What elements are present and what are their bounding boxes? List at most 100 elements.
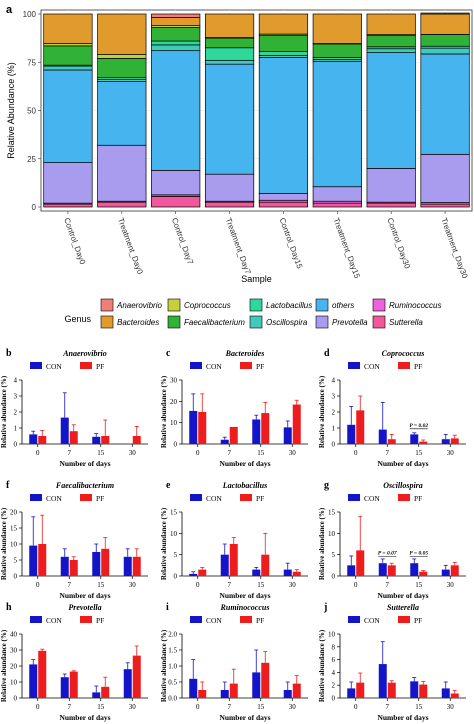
y-tick-label: 0 [332,573,336,581]
y-tick-label: 0 [174,573,178,581]
bar-pf [356,410,365,444]
legend-swatch-con [348,494,360,501]
stack-segment-coprococcus [97,53,147,59]
legend-swatch-pf [398,362,410,369]
legend-label: PF [96,362,104,371]
legend-label: PF [256,362,264,371]
bar-pf [101,686,110,698]
bar-con [60,677,69,698]
bar-pf [261,662,270,698]
x-tick-label: 30 [447,703,455,711]
stack-segment-faecalibacterium [258,34,309,52]
x-tick-label: 15 [97,449,105,457]
x-tick-label: Control_Day30 [385,217,412,271]
bar-pf [229,544,238,576]
y-tick-label: 100 [23,10,37,19]
legend-swatch [372,315,386,329]
x-axis-label: Number of days [377,713,428,722]
stack-segment-bacteroides [420,13,470,35]
panel-letter: f [6,480,10,491]
x-axis-label: Sample [241,274,272,284]
bar-con [123,556,132,576]
bar-pf [38,436,47,444]
legend-swatch-con [348,362,360,369]
stack-segment-others [97,81,147,146]
y-tick-label: 2 [332,682,336,690]
x-tick-label: 30 [289,581,297,589]
panel-a: a 0 25 50 75 100 Control_Day0 Treatment_Day0 Con… [6,4,473,329]
bar-pf [387,439,396,444]
legend-label: PF [256,494,264,503]
panel-title: Coprococcus [382,349,425,358]
legend-label: Oscillospira [266,318,308,327]
y-tick-label: 2 [332,409,336,417]
x-axis-label: Number of days [219,591,270,600]
bar-pf [387,682,396,698]
y-tick-label: 10 [10,679,18,687]
bar-pf [356,550,365,576]
legend-swatch-pf [80,616,92,623]
bar-pf [450,565,459,576]
legend-swatch-pf [398,616,410,623]
y-axis-label: Relative abundance (%) [318,375,326,448]
legend-swatch [249,298,263,312]
x-tick-label: 15 [257,703,265,711]
y-tick-label: 3 [332,393,336,401]
x-tick-label: 0 [196,581,200,589]
legend-label: PF [96,494,104,503]
legend-swatch-pf [240,362,252,369]
y-tick-label: 20 [10,509,18,517]
significance-label: P = 0.07 [378,550,397,556]
bar-con [410,434,419,444]
panel-title: Faecalibacterium [55,481,114,490]
bar-pf [198,569,207,576]
legend-label: CON [206,362,222,371]
panel-title: Oscillospira [383,481,423,490]
bar-con [378,429,387,444]
legend-label: PF [414,616,422,625]
bar-pf [132,655,141,698]
x-tick-label: Treatment_Day30 [439,217,469,280]
panel-letter: j [323,602,327,613]
stack-segment-oscillospira [420,47,470,55]
x-tick-label: 7 [228,703,232,711]
stack-segment-anaerovibrio [420,12,470,15]
stack-segment-sutterella [43,203,93,208]
panel-letter: c [166,348,171,359]
legend-label: CON [364,362,380,371]
stack-segment-others [43,69,93,163]
x-tick-label: 7 [68,449,72,457]
y-tick-label: 1 [332,425,336,433]
x-tick-label: 30 [129,703,137,711]
x-tick-label: 30 [289,703,297,711]
x-tick-label: Treatment_Day7 [224,217,253,276]
y-tick-label: 10 [328,530,336,538]
y-tick-label: 4 [332,377,336,385]
legend-swatch-con [190,616,202,623]
bar-con [283,427,292,444]
bar-con [189,678,198,698]
stack-segment-faecalibacterium [312,43,362,58]
y-tick-label: 20 [10,663,18,671]
bar-pf [450,438,459,444]
bar-pf [101,548,110,576]
y-tick-label: 30 [10,647,18,655]
stack-segment-faecalibacterium [97,58,147,79]
panel-a-letter: a [6,4,13,16]
bar-con [220,554,229,576]
bar-con [347,688,356,698]
legend-swatch-con [348,616,360,623]
bar-con [92,436,101,444]
x-tick-label: 7 [228,449,232,457]
legend-label: PF [96,616,104,625]
panel-i: i Ruminococcus CON PF 0.0 0.5 1.0 1.5 2.0Relativ… [160,602,308,722]
x-tick-label: Treatment_Day15 [331,217,361,280]
stack-segment-bacteroides [258,13,309,35]
bar-con [29,434,38,444]
legend-title: Genus [64,314,91,324]
